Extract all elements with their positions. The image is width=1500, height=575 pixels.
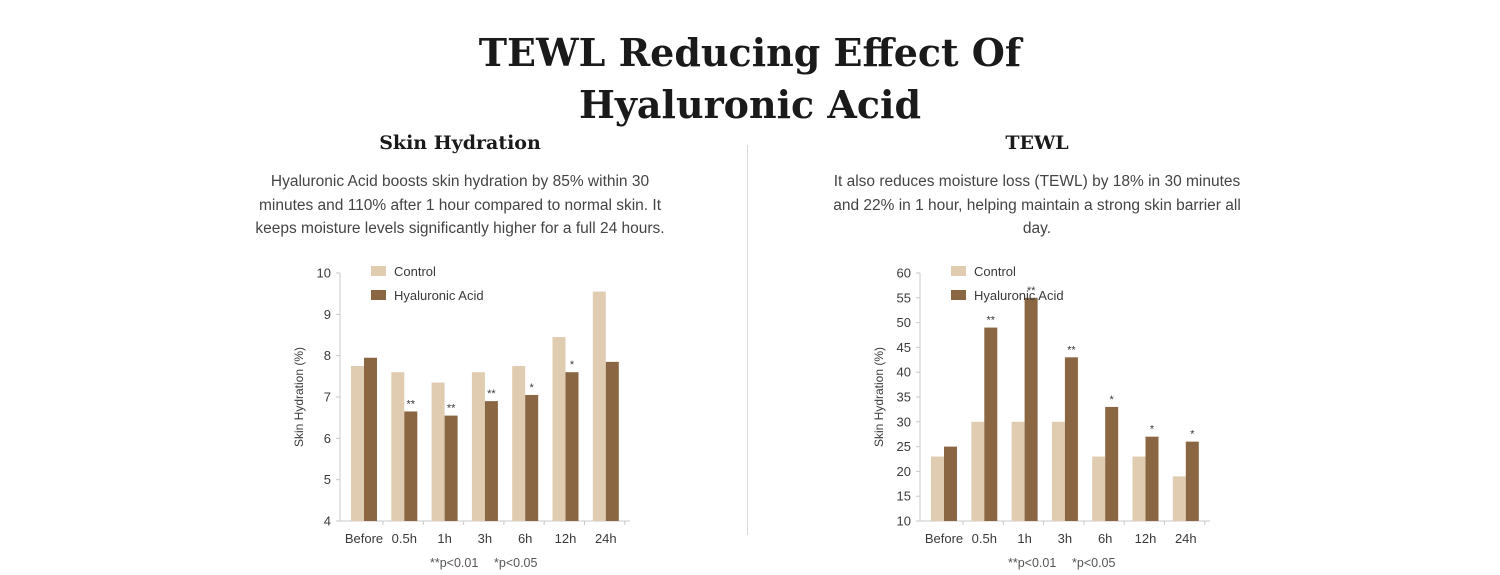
y-tick-label: 4 (324, 514, 331, 529)
x-tick-label: Before (345, 531, 383, 546)
y-tick-label: 9 (324, 307, 331, 322)
significance-marker: * (1110, 394, 1115, 406)
significance-marker: ** (1027, 285, 1036, 297)
bar-hyaluronic-acid (1064, 357, 1078, 521)
bar-hyaluronic-acid (484, 401, 498, 521)
y-tick-label: 7 (324, 390, 331, 405)
y-tick-label: 50 (897, 315, 911, 330)
bar-control (391, 372, 405, 521)
bar-control (431, 382, 445, 521)
bar-hyaluronic-acid (565, 372, 579, 521)
significance-marker: ** (987, 315, 996, 327)
bar-hyaluronic-acid (1185, 441, 1199, 521)
bar-hyaluronic-acid (944, 446, 957, 521)
y-tick-label: 20 (897, 464, 911, 479)
significance-note-weak: *p<0.05 (1072, 556, 1116, 570)
significance-marker: * (530, 382, 535, 394)
legend-label: Hyaluronic Acid (974, 288, 1064, 303)
x-tick-label: 0.5h (392, 531, 417, 546)
skin-hydration-panel: Skin Hydration Hyaluronic Acid boosts sk… (160, 130, 760, 241)
significance-marker: ** (487, 388, 496, 400)
legend-swatch (951, 290, 966, 300)
bar-control (512, 366, 526, 521)
legend-label: Control (394, 264, 436, 279)
significance-marker: ** (1067, 344, 1076, 356)
bar-hyaluronic-acid (364, 357, 377, 521)
bar-control (351, 366, 364, 521)
significance-marker: ** (447, 403, 456, 415)
y-tick-label: 5 (324, 472, 331, 487)
y-tick-label: 25 (897, 439, 911, 454)
y-tick-label: 55 (897, 290, 911, 305)
x-tick-label: 24h (1175, 531, 1197, 546)
bar-control (1132, 456, 1146, 521)
legend-label: Hyaluronic Acid (394, 288, 484, 303)
page-title: TEWL Reducing Effect Of Hyaluronic Acid (0, 27, 1500, 131)
tewl-chart: 10 15 20 25 30 35 40 45 50 55 60 Skin Hydration (%)… (872, 264, 1210, 546)
bar-hyaluronic-acid (404, 411, 418, 521)
significance-note-strong: **p<0.01 (1008, 556, 1057, 570)
y-tick-label: 35 (897, 390, 911, 405)
x-tick-label: 12h (1135, 531, 1157, 546)
page-title-line2: Hyaluronic Acid (578, 82, 922, 128)
bar-control (1051, 421, 1065, 521)
panel-description: It also reduces moisture loss (TEWL) by … (833, 173, 1241, 237)
x-tick-label: 1h (1017, 531, 1031, 546)
legend-swatch (371, 290, 386, 300)
y-tick-label: 6 (324, 431, 331, 446)
x-tick-label: 6h (518, 531, 532, 546)
panel-title: TEWL (1005, 132, 1069, 154)
bar-hyaluronic-acid (984, 327, 998, 521)
panel-description: Hyaluronic Acid boosts skin hydration by… (255, 173, 665, 237)
x-tick-label: 3h (478, 531, 492, 546)
bar-control (1011, 421, 1025, 521)
x-tick-label: 1h (437, 531, 451, 546)
bar-hyaluronic-acid (1145, 436, 1159, 521)
significance-marker: * (570, 359, 575, 371)
bar-control (471, 372, 485, 521)
x-tick-label: 3h (1058, 531, 1072, 546)
legend-label: Control (974, 264, 1016, 279)
bar-hyaluronic-acid (605, 361, 619, 521)
y-tick-label: 8 (324, 348, 331, 363)
x-tick-label: Before (925, 531, 963, 546)
bar-control (931, 456, 944, 521)
bar-hyaluronic-acid (444, 415, 458, 521)
significance-marker: ** (407, 398, 416, 410)
y-tick-label: 45 (897, 340, 911, 355)
x-tick-label: 12h (555, 531, 577, 546)
bar-control (1172, 476, 1186, 521)
y-axis-title: Skin Hydration (%) (872, 347, 886, 447)
bar-hyaluronic-acid (1105, 406, 1119, 521)
significance-marker: * (1190, 429, 1195, 441)
bar-control (552, 337, 566, 521)
x-tick-label: 0.5h (972, 531, 997, 546)
y-tick-label: 15 (897, 489, 911, 504)
bar-control (1092, 456, 1106, 521)
bar-hyaluronic-acid (525, 394, 539, 521)
y-tick-label: 60 (897, 266, 911, 281)
panel-title: Skin Hydration (379, 132, 541, 154)
panel-divider (747, 145, 748, 535)
page-title-line1: TEWL Reducing Effect Of (478, 30, 1022, 76)
tewl-panel: TEWL It also reduces moisture loss (TEWL… (737, 130, 1337, 241)
significance-marker: * (1150, 424, 1155, 436)
bar-control (971, 421, 985, 521)
significance-note-weak: *p<0.05 (494, 556, 538, 570)
significance-note-strong: **p<0.01 (430, 556, 479, 570)
y-tick-label: 10 (897, 514, 911, 529)
bar-hyaluronic-acid (1024, 297, 1038, 521)
y-tick-label: 10 (317, 266, 331, 281)
bar-control (592, 291, 606, 521)
y-tick-label: 40 (897, 365, 911, 380)
legend-swatch (951, 266, 966, 276)
x-tick-label: 6h (1098, 531, 1112, 546)
x-tick-label: 24h (595, 531, 617, 546)
y-tick-label: 30 (897, 414, 911, 429)
y-axis-title: Skin Hydration (%) (292, 347, 306, 447)
legend-swatch (371, 266, 386, 276)
